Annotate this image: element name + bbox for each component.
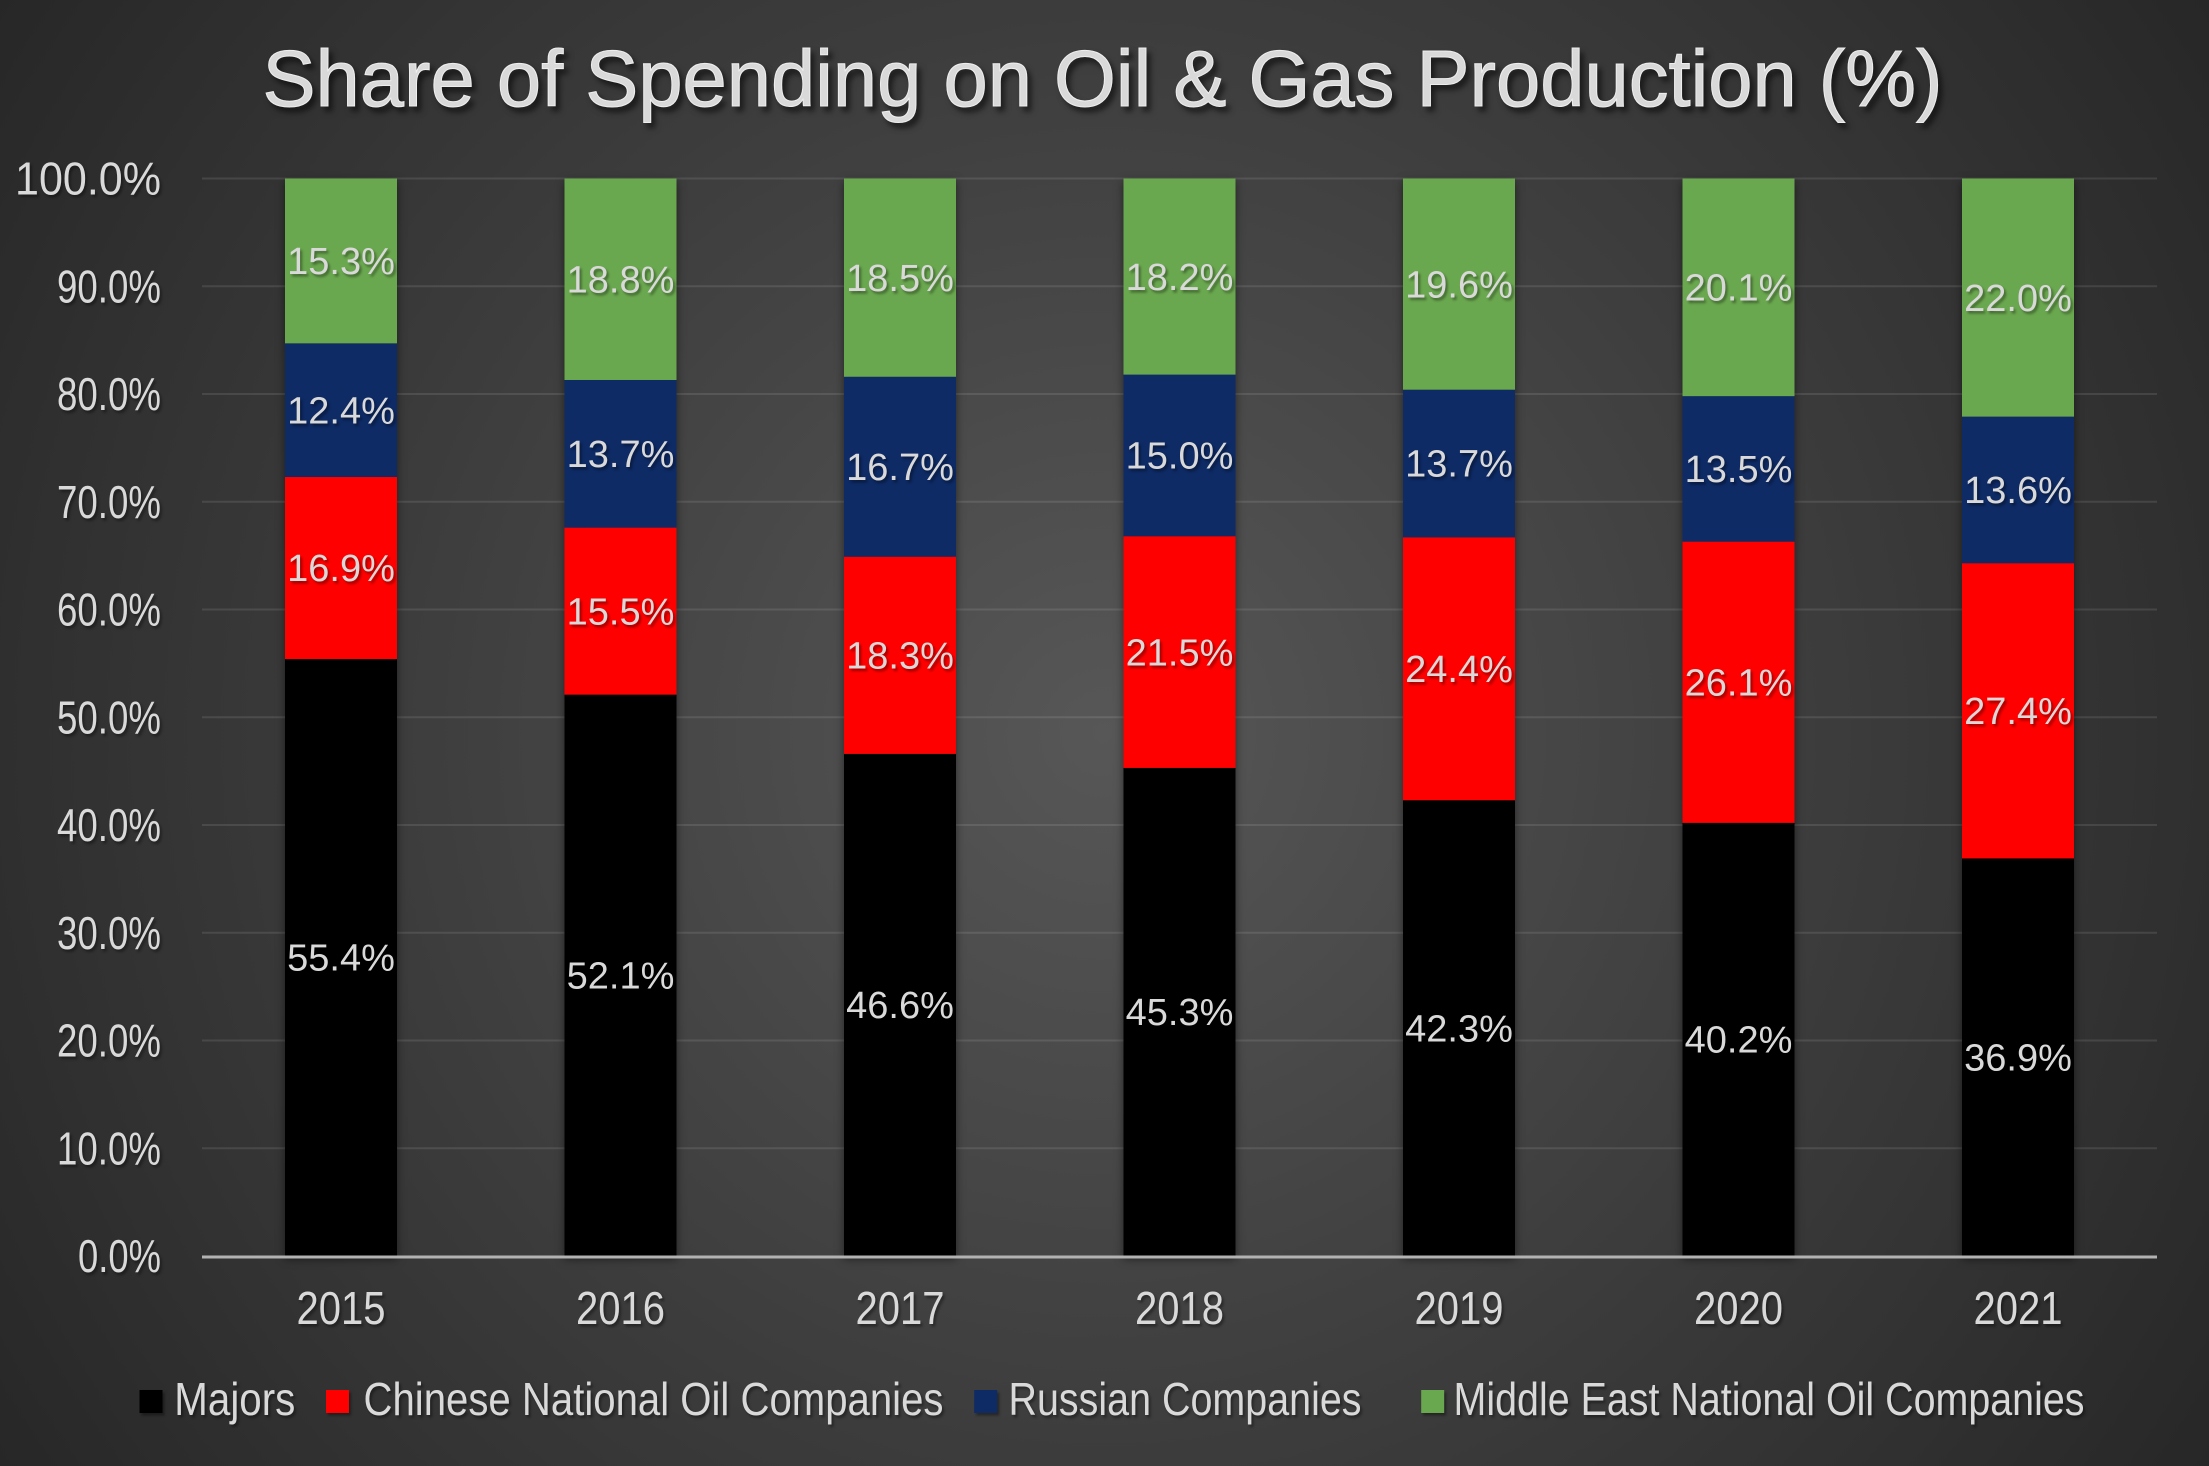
svg-text:20.1%: 20.1%	[1685, 268, 1793, 310]
svg-text:13.6%: 13.6%	[1964, 470, 2072, 512]
svg-text:45.3%: 45.3%	[1126, 992, 1234, 1034]
svg-text:22.0%: 22.0%	[1964, 278, 2072, 320]
svg-text:60.0%: 60.0%	[57, 584, 161, 636]
svg-text:12.4%: 12.4%	[287, 390, 395, 432]
svg-text:2016: 2016	[576, 1282, 665, 1334]
svg-text:2017: 2017	[856, 1282, 945, 1334]
svg-text:46.6%: 46.6%	[846, 985, 954, 1027]
svg-text:24.4%: 24.4%	[1405, 649, 1513, 691]
svg-text:2020: 2020	[1694, 1282, 1783, 1334]
svg-text:Chinese National Oil Companies: Chinese National Oil Companies	[364, 1373, 944, 1425]
svg-text:18.8%: 18.8%	[567, 259, 675, 301]
svg-text:26.1%: 26.1%	[1685, 662, 1793, 704]
svg-text:2021: 2021	[1974, 1282, 2063, 1334]
svg-text:40.2%: 40.2%	[1685, 1020, 1793, 1062]
svg-text:55.4%: 55.4%	[287, 938, 395, 980]
svg-text:16.7%: 16.7%	[846, 447, 954, 489]
svg-text:2019: 2019	[1415, 1282, 1504, 1334]
svg-text:27.4%: 27.4%	[1964, 691, 2072, 733]
svg-text:15.5%: 15.5%	[567, 591, 675, 633]
svg-text:20.0%: 20.0%	[57, 1015, 161, 1067]
svg-text:15.0%: 15.0%	[1126, 436, 1234, 478]
svg-text:0.0%: 0.0%	[78, 1230, 161, 1282]
svg-text:21.5%: 21.5%	[1126, 632, 1234, 674]
svg-text:100.0%: 100.0%	[15, 153, 161, 205]
svg-text:2018: 2018	[1135, 1282, 1224, 1334]
svg-text:10.0%: 10.0%	[57, 1123, 161, 1175]
svg-text:13.7%: 13.7%	[567, 434, 675, 476]
svg-text:52.1%: 52.1%	[567, 956, 675, 998]
svg-text:16.9%: 16.9%	[287, 548, 395, 590]
svg-text:18.5%: 18.5%	[846, 258, 954, 300]
svg-text:90.0%: 90.0%	[57, 260, 161, 312]
svg-text:40.0%: 40.0%	[57, 799, 161, 851]
svg-text:80.0%: 80.0%	[57, 368, 161, 420]
svg-text:70.0%: 70.0%	[57, 476, 161, 528]
svg-text:13.7%: 13.7%	[1405, 444, 1513, 486]
svg-text:13.5%: 13.5%	[1685, 449, 1793, 491]
svg-text:50.0%: 50.0%	[57, 692, 161, 744]
svg-text:15.3%: 15.3%	[287, 241, 395, 283]
svg-text:42.3%: 42.3%	[1405, 1008, 1513, 1050]
svg-text:18.3%: 18.3%	[846, 636, 954, 678]
svg-text:30.0%: 30.0%	[57, 907, 161, 959]
svg-text:2015: 2015	[297, 1282, 386, 1334]
svg-text:Share of Spending on Oil & Gas: Share of Spending on Oil & Gas Productio…	[263, 34, 1943, 123]
svg-text:Russian Companies: Russian Companies	[1009, 1373, 1362, 1425]
svg-text:18.2%: 18.2%	[1126, 257, 1234, 299]
svg-text:19.6%: 19.6%	[1405, 264, 1513, 306]
svg-text:36.9%: 36.9%	[1964, 1037, 2072, 1079]
svg-text:Majors: Majors	[174, 1373, 295, 1425]
svg-text:Middle East National Oil Compa: Middle East National Oil Companies	[1454, 1373, 2085, 1425]
